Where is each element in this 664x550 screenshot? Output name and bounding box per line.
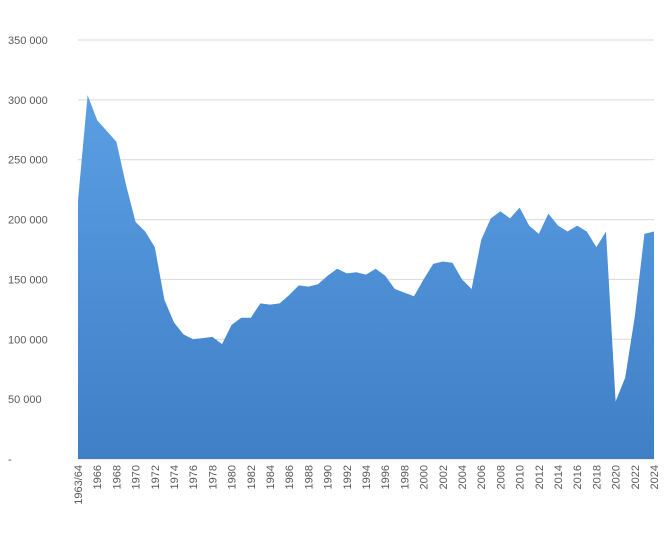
x-tick-label: 1982	[246, 465, 258, 489]
x-tick-label: 2010	[515, 465, 527, 489]
x-tick-label: 2016	[572, 465, 584, 489]
x-tick-label: 2014	[553, 465, 565, 489]
x-tick-label: 2000	[419, 465, 431, 489]
x-tick-label: 1963/64	[73, 465, 85, 505]
x-tick-label: 1998	[399, 465, 411, 489]
x-tick-label: 1996	[380, 465, 392, 489]
x-tick-label: 1970	[131, 465, 143, 489]
x-tick-label: 2018	[591, 465, 603, 489]
y-tick-label: 50 000	[8, 394, 42, 406]
x-tick-label: 1994	[361, 465, 373, 489]
x-tick-label: 1992	[342, 465, 354, 489]
x-tick-label: 1974	[169, 465, 181, 489]
x-tick-label: 1972	[150, 465, 162, 489]
x-tick-label: 2022	[630, 465, 642, 489]
x-tick-label: 1980	[227, 465, 239, 489]
x-tick-label: 1988	[303, 465, 315, 489]
x-tick-label: 2020	[611, 465, 623, 489]
x-tick-label: 2002	[438, 465, 450, 489]
y-tick-label: 300 000	[8, 95, 48, 107]
area	[78, 95, 654, 459]
x-tick-label: 1978	[207, 465, 219, 489]
x-tick-label: 1990	[323, 465, 335, 489]
y-tick-label: 350 000	[8, 35, 48, 47]
x-tick-label: 1986	[284, 465, 296, 489]
x-tick-label: 1968	[111, 465, 123, 489]
y-tick-label: 100 000	[8, 334, 48, 346]
x-tick-label: 2006	[476, 465, 488, 489]
y-tick-label: 200 000	[8, 215, 48, 227]
y-tick-label: 150 000	[8, 274, 48, 286]
x-tick-label: 1984	[265, 465, 277, 489]
x-tick-label: 2004	[457, 465, 469, 489]
x-tick-label: 1976	[188, 465, 200, 489]
x-tick-label: 1966	[92, 465, 104, 489]
x-tick-label: 2024	[649, 465, 661, 489]
y-tick-label: -	[8, 454, 12, 466]
y-tick-label: 250 000	[8, 155, 48, 167]
x-tick-label: 2008	[495, 465, 507, 489]
x-tick-label: 2012	[534, 465, 546, 489]
